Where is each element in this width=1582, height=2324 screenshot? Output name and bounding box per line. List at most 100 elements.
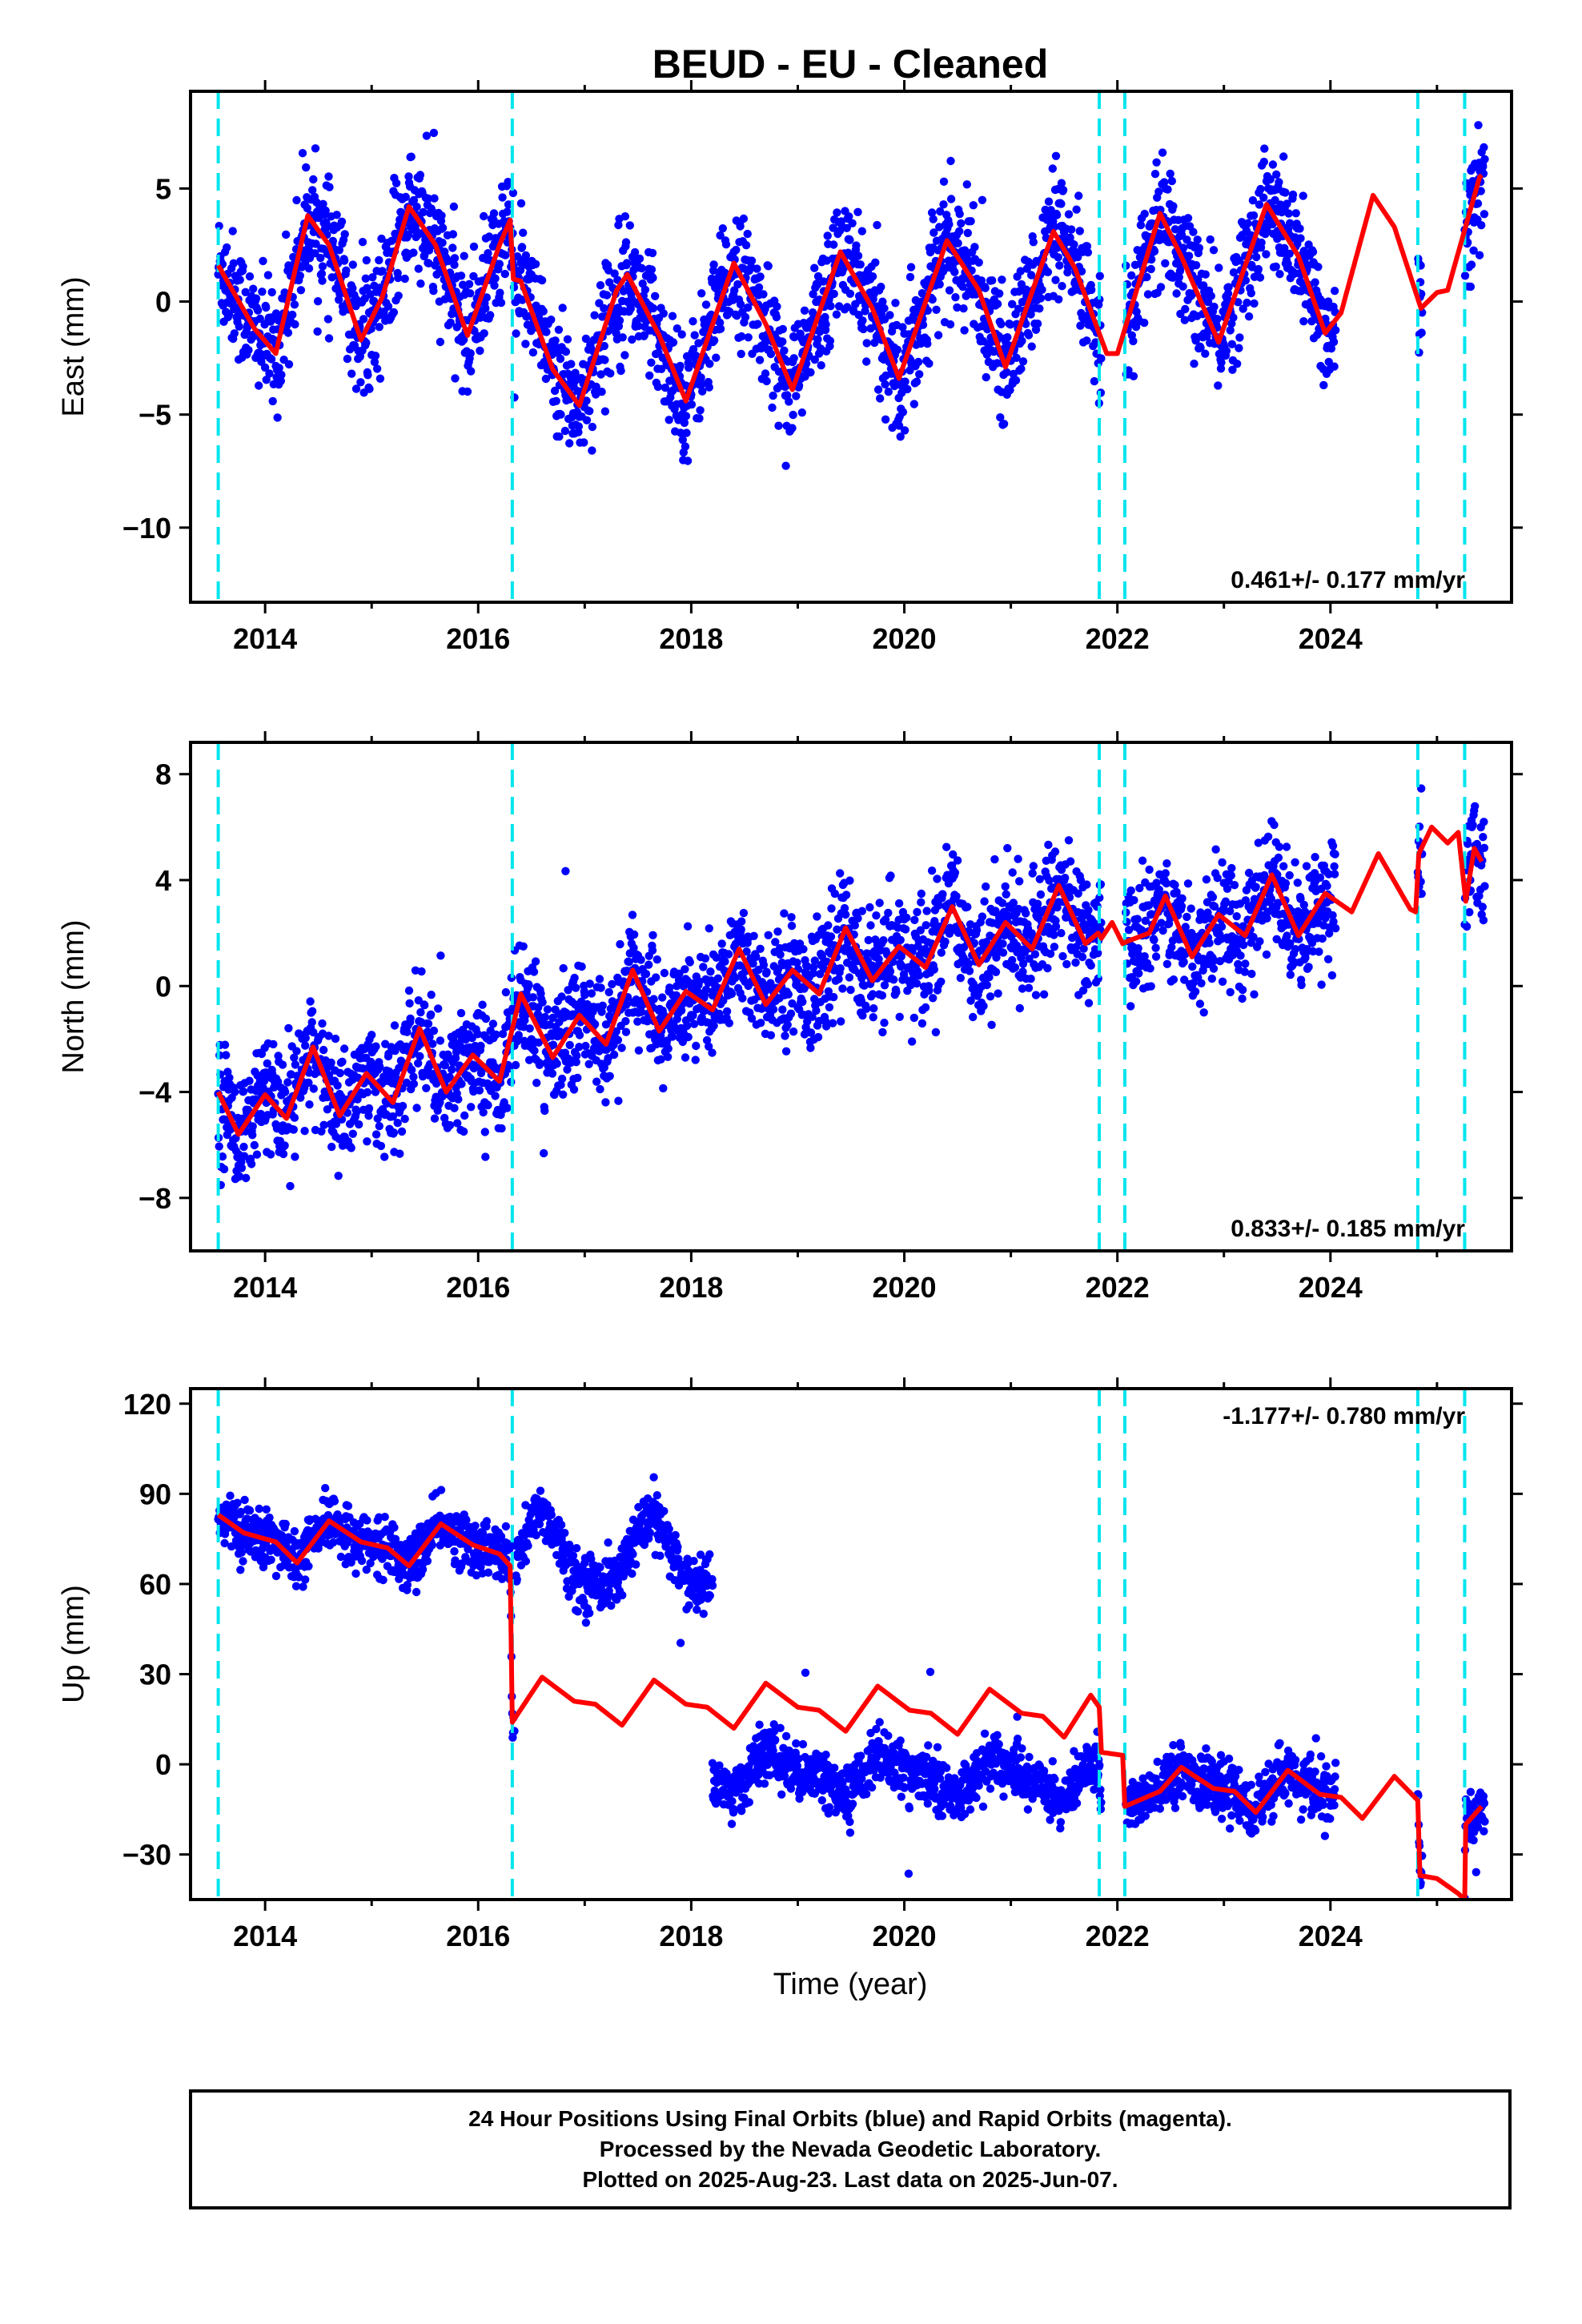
north-data-point	[452, 1047, 461, 1057]
north-data-point	[786, 1009, 796, 1018]
east-data-point	[651, 292, 660, 300]
east-data-point	[335, 246, 343, 255]
north-data-point	[398, 1101, 408, 1111]
north-data-point	[334, 1172, 343, 1180]
east-data-point	[600, 356, 609, 364]
north-data-point	[747, 1014, 757, 1023]
north-data-point	[445, 1120, 455, 1130]
east-data-point	[1179, 243, 1188, 252]
east-data-point	[634, 321, 643, 331]
north-data-point	[355, 1120, 363, 1129]
north-data-point	[408, 1065, 416, 1075]
east-data-point	[282, 230, 291, 239]
east-data-point	[783, 391, 792, 400]
north-data-point	[769, 1005, 778, 1014]
east-data-point	[913, 357, 923, 367]
north-data-point	[857, 907, 867, 915]
east-data-point	[1191, 261, 1201, 270]
east-data-point	[302, 163, 311, 172]
east-data-point	[845, 212, 853, 221]
east-data-point	[1206, 235, 1215, 244]
north-data-point	[1044, 840, 1053, 850]
east-data-point	[363, 371, 372, 380]
east-data-point	[716, 324, 725, 333]
east-data-point	[845, 235, 854, 244]
east-data-point	[235, 322, 243, 331]
east-data-point	[696, 406, 705, 415]
east-data-point	[588, 422, 597, 432]
east-data-point	[571, 368, 580, 377]
east-data-point	[258, 287, 267, 296]
east-data-point	[894, 421, 904, 430]
east-data-point	[721, 240, 731, 249]
north-data-point	[291, 1152, 299, 1161]
east-data-point	[1183, 214, 1193, 223]
north-data-point	[371, 1042, 380, 1051]
north-data-point	[1208, 893, 1218, 902]
north-data-point	[1209, 964, 1219, 973]
east-data-point	[1161, 259, 1170, 267]
east-data-point	[1308, 247, 1318, 256]
east-data-point	[339, 256, 349, 265]
north-data-point	[665, 983, 674, 992]
east-data-point	[1466, 282, 1476, 292]
east-data-point	[1311, 278, 1319, 287]
east-x-tick-label: 2024	[1299, 622, 1363, 655]
east-data-point	[1016, 267, 1026, 275]
north-data-point	[585, 979, 594, 988]
east-data-point	[284, 360, 294, 369]
east-data-point	[969, 201, 978, 210]
north-data-point	[1031, 991, 1041, 999]
east-data-point	[325, 183, 334, 191]
east-data-point	[1140, 318, 1149, 328]
north-data-point	[1043, 963, 1052, 973]
east-data-point	[1026, 310, 1035, 319]
east-data-point	[316, 253, 325, 263]
east-data-point	[900, 426, 909, 435]
east-data-point	[626, 304, 635, 313]
east-data-point	[678, 436, 687, 444]
east-data-point	[555, 432, 564, 441]
north-data-point	[668, 1032, 677, 1041]
north-data-point	[414, 1059, 423, 1068]
east-data-point	[659, 309, 668, 318]
east-data-point	[501, 251, 510, 259]
north-data-point	[225, 1073, 234, 1083]
north-data-point	[1170, 880, 1179, 890]
north-data-point	[587, 989, 596, 998]
north-data-point	[590, 1019, 600, 1029]
east-data-point	[429, 128, 439, 138]
north-data-point	[281, 1088, 290, 1096]
east-data-point	[1055, 261, 1064, 270]
north-data-point	[511, 1060, 520, 1070]
north-data-point	[1082, 880, 1091, 889]
east-data-point	[697, 289, 706, 298]
east-y-tick-label: 5	[155, 172, 171, 205]
east-data-point	[1254, 264, 1263, 274]
north-data-point	[543, 1005, 552, 1014]
east-data-point	[458, 280, 468, 289]
east-data-point	[790, 332, 799, 342]
east-data-point	[620, 212, 630, 221]
east-data-point	[1469, 246, 1478, 255]
east-data-point	[946, 195, 956, 203]
north-data-point	[406, 1014, 415, 1023]
east-data-point	[741, 312, 750, 322]
east-data-point	[683, 456, 693, 465]
east-data-point	[296, 286, 306, 295]
east-data-point	[821, 320, 830, 329]
north-data-point	[364, 1104, 374, 1113]
east-data-point	[508, 188, 518, 198]
north-data-point	[705, 1042, 713, 1051]
east-data-point	[288, 310, 297, 320]
east-data-point	[414, 264, 423, 273]
north-data-point	[393, 1119, 402, 1128]
east-data-point	[467, 367, 476, 376]
north-data-point	[283, 1078, 292, 1087]
north-data-point	[404, 986, 414, 995]
east-data-point	[945, 286, 954, 295]
east-data-point	[267, 287, 276, 297]
east-data-point	[682, 428, 691, 437]
east-data-point	[876, 394, 885, 403]
north-data-point	[982, 980, 992, 990]
